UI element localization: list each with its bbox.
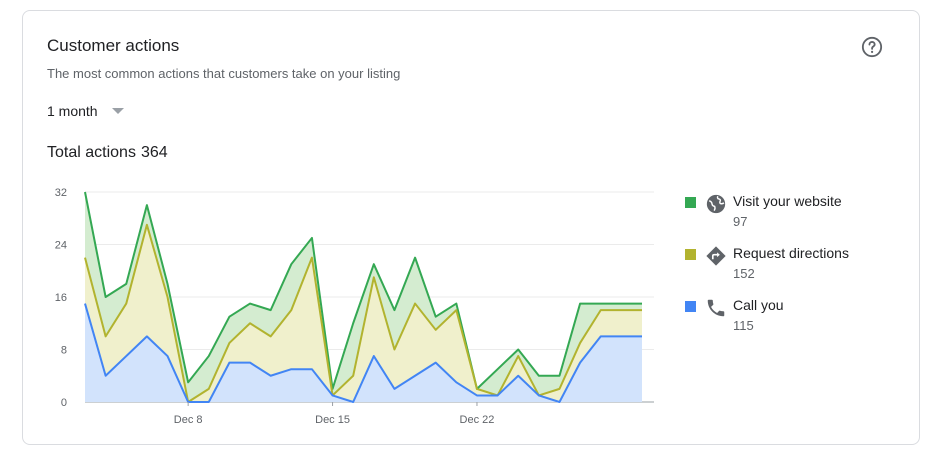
legend-swatch — [685, 301, 696, 312]
total-actions-value: 364 — [140, 144, 168, 161]
legend-swatch — [685, 197, 696, 208]
customer-actions-card: Customer actions The most common actions… — [22, 10, 920, 445]
y-tick-label: 24 — [55, 240, 67, 252]
globe-icon — [706, 194, 726, 214]
legend-count: 152 — [733, 266, 755, 281]
x-tick-label: Dec 22 — [460, 414, 495, 426]
time-range-dropdown[interactable]: 1 month — [47, 103, 124, 119]
legend-swatch — [685, 249, 696, 260]
line-request-directions — [84, 223, 642, 403]
phone-icon — [707, 299, 725, 317]
card-title: Customer actions — [47, 36, 180, 55]
area-request-directions — [85, 224, 642, 402]
directions-icon — [706, 246, 726, 266]
total-actions-label: Total actions — [47, 144, 136, 161]
legend-label: Call you — [733, 297, 784, 313]
card-subtitle: The most common actions that customers t… — [47, 66, 401, 81]
x-tick-label: Dec 15 — [315, 414, 350, 426]
total-actions: Total actions 364 — [47, 144, 168, 162]
y-tick-label: 32 — [55, 187, 67, 199]
x-tick-label: Dec 8 — [174, 414, 203, 426]
line-call-you — [84, 303, 642, 403]
chevron-down-icon — [111, 108, 124, 114]
area-visit-your-website — [85, 192, 642, 402]
y-tick-label: 8 — [61, 345, 67, 357]
legend-count: 115 — [733, 318, 754, 333]
y-tick-label: 0 — [61, 397, 67, 409]
help-circle-icon[interactable] — [861, 36, 883, 58]
legend-label: Request directions — [733, 245, 849, 261]
legend-count: 97 — [733, 214, 748, 229]
legend-label: Visit your website — [733, 193, 842, 209]
time-range-label: 1 month — [47, 103, 98, 119]
area-call-you — [85, 303, 642, 402]
customer-actions-chart: 0 8 16 24 32 Dec 8 Dec 15 Dec 22 — [55, 187, 654, 426]
y-tick-label: 16 — [55, 292, 67, 304]
line-visit-your-website — [84, 191, 642, 390]
